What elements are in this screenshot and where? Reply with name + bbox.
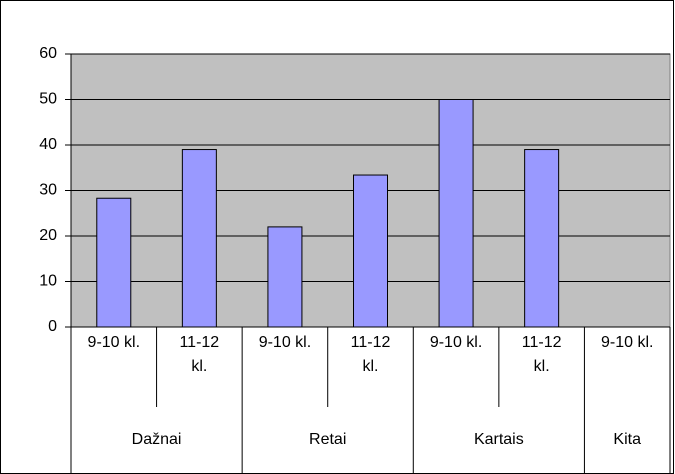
group-label: Kita bbox=[613, 431, 641, 448]
group-label: Dažnai bbox=[131, 431, 182, 448]
bar bbox=[267, 226, 303, 328]
bar bbox=[524, 149, 560, 328]
group-label: Kartais bbox=[473, 431, 524, 448]
y-tick-label: 20 bbox=[39, 227, 57, 244]
bar bbox=[353, 174, 388, 328]
x-tick-label: 9-10 kl. bbox=[429, 334, 483, 351]
y-tick-label: 10 bbox=[39, 273, 57, 290]
bar bbox=[181, 149, 217, 328]
y-tick-label: 50 bbox=[39, 91, 57, 108]
y-tick-label: 0 bbox=[48, 318, 57, 335]
y-tick-label: 40 bbox=[39, 136, 57, 153]
bar bbox=[438, 99, 474, 328]
x-tick-label: 11-12 kl. bbox=[521, 334, 562, 375]
y-tick-label: 30 bbox=[39, 182, 57, 199]
group-label: Retai bbox=[309, 431, 347, 448]
x-tick-label: 9-10 kl. bbox=[258, 334, 312, 351]
x-tick-label: 11-12 kl. bbox=[179, 334, 220, 375]
y-tick-label: 60 bbox=[39, 45, 57, 62]
x-tick-label: 11-12 kl. bbox=[350, 334, 391, 375]
bar bbox=[96, 197, 132, 328]
x-tick-label: 9-10 kl. bbox=[600, 334, 654, 351]
x-tick-label: 9-10 kl. bbox=[87, 334, 141, 351]
